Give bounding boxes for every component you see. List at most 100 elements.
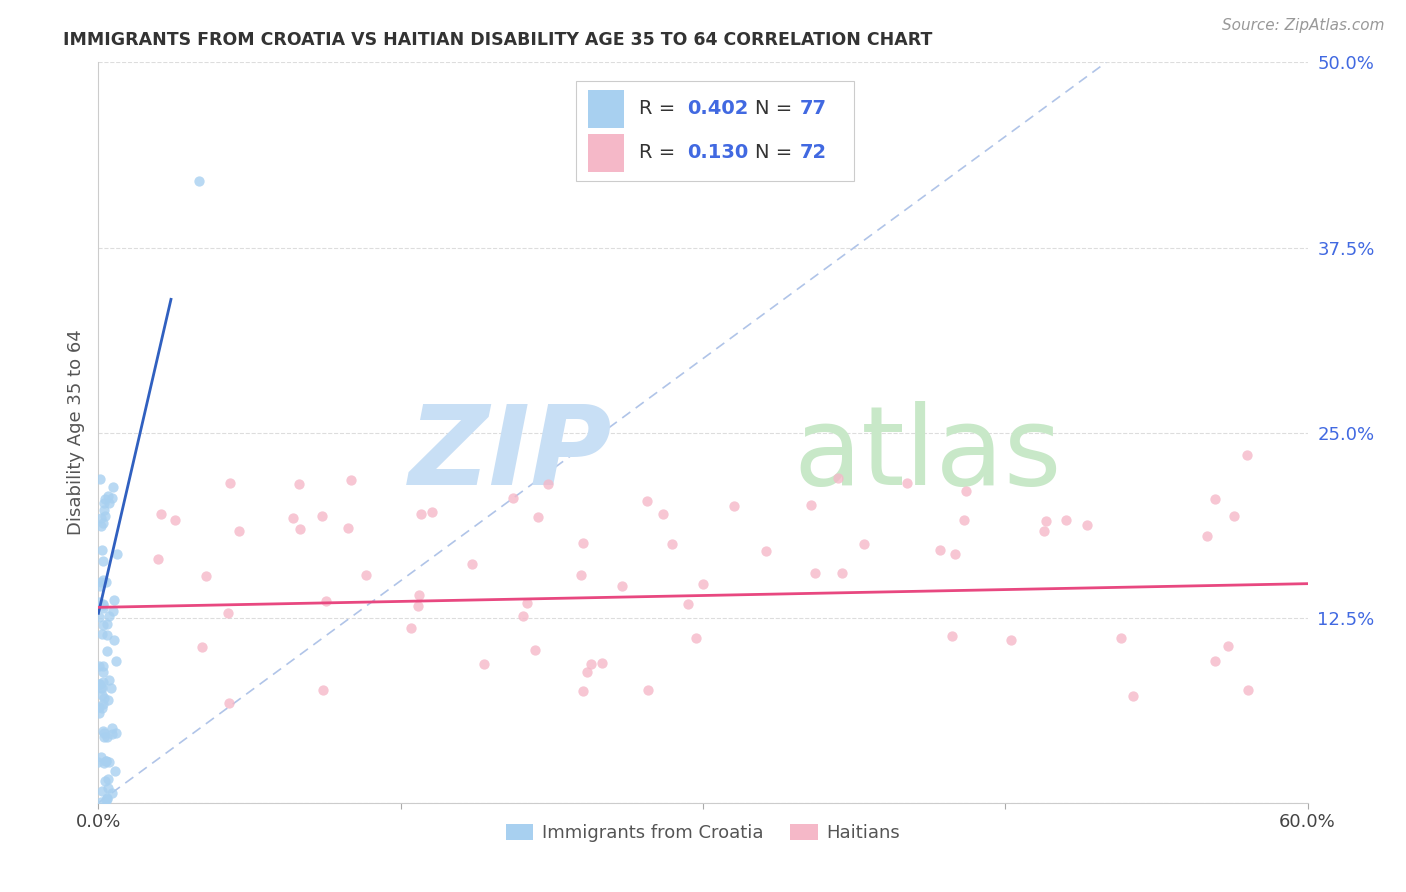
Text: N =: N = (755, 144, 799, 162)
Point (149, 507, 172, 521)
Point (91, 697, 114, 711)
Point (1109, 631, 1132, 645)
Point (592, 657, 614, 671)
Point (101, 727, 124, 741)
Point (804, 566, 827, 581)
Text: 0.130: 0.130 (688, 144, 748, 162)
Point (676, 597, 699, 611)
Point (218, 696, 240, 710)
Point (93, 731, 115, 745)
Point (1054, 513, 1077, 527)
Point (90, 681, 112, 695)
Point (96, 791, 118, 805)
Point (90, 543, 112, 558)
Point (516, 596, 538, 610)
Point (311, 508, 333, 523)
Text: Source: ZipAtlas.com: Source: ZipAtlas.com (1222, 18, 1385, 33)
Point (827, 471, 849, 485)
Point (315, 593, 337, 607)
Point (610, 579, 633, 593)
Point (89, 677, 111, 691)
Text: 77: 77 (800, 99, 827, 119)
Point (1222, 508, 1244, 523)
Point (103, 633, 125, 648)
Point (89, 677, 111, 691)
Point (1033, 524, 1056, 539)
Point (89, 579, 111, 593)
Point (943, 547, 966, 561)
Point (692, 577, 714, 591)
Point (91, 675, 114, 690)
Point (91, 724, 114, 739)
Point (105, 547, 128, 561)
Point (90, 688, 112, 702)
Point (685, 631, 707, 645)
Point (637, 683, 659, 698)
Point (101, 604, 124, 618)
Text: R =: R = (638, 99, 682, 119)
FancyBboxPatch shape (588, 90, 624, 128)
Point (288, 522, 311, 536)
Point (148, 552, 170, 566)
Point (90, 784, 112, 798)
Point (90, 701, 112, 715)
Point (581, 657, 603, 671)
Point (101, 722, 124, 736)
Point (90, 510, 112, 524)
Point (97, 496, 120, 510)
Point (91, 554, 114, 568)
Point (1122, 689, 1144, 703)
FancyBboxPatch shape (576, 81, 855, 181)
Point (408, 588, 430, 602)
Point (1000, 632, 1022, 647)
Point (89, 595, 111, 609)
Text: ZIP: ZIP (409, 401, 613, 508)
Point (96, 644, 118, 658)
Point (1237, 683, 1260, 698)
Point (90, 574, 112, 589)
Point (87, 756, 110, 770)
Text: 0.402: 0.402 (688, 99, 748, 119)
Point (104, 764, 127, 779)
Point (571, 683, 593, 698)
Text: 72: 72 (800, 144, 827, 162)
Point (409, 507, 432, 521)
Point (90, 750, 112, 764)
Point (90, 519, 112, 533)
Point (93, 658, 115, 673)
Point (91, 597, 114, 611)
Point (97, 673, 120, 687)
Point (831, 566, 853, 580)
Point (502, 491, 524, 505)
Point (90, 681, 112, 695)
Point (1195, 529, 1218, 543)
Point (97, 608, 120, 623)
Point (90, 627, 112, 641)
Point (651, 507, 673, 521)
Point (93, 773, 115, 788)
Point (93, 508, 115, 523)
Point (228, 524, 250, 539)
Text: atlas: atlas (793, 401, 1062, 508)
Point (87, 658, 110, 673)
Point (569, 568, 592, 582)
Point (93, 691, 115, 706)
Point (91, 617, 114, 632)
Point (96, 730, 118, 744)
Point (93, 726, 115, 740)
Text: R =: R = (638, 144, 682, 162)
Point (89, 472, 111, 486)
Point (100, 681, 122, 695)
Point (190, 640, 212, 654)
Point (217, 606, 239, 620)
Point (312, 683, 335, 698)
Point (90, 795, 112, 809)
Point (636, 493, 658, 508)
Point (408, 599, 430, 613)
Text: IMMIGRANTS FROM CROATIA VS HAITIAN DISABILITY AGE 35 TO 64 CORRELATION CHART: IMMIGRANTS FROM CROATIA VS HAITIAN DISAB… (63, 31, 932, 49)
Point (97, 693, 120, 707)
Point (575, 665, 598, 679)
Point (723, 499, 745, 513)
Point (101, 491, 124, 505)
Point (96, 628, 118, 642)
